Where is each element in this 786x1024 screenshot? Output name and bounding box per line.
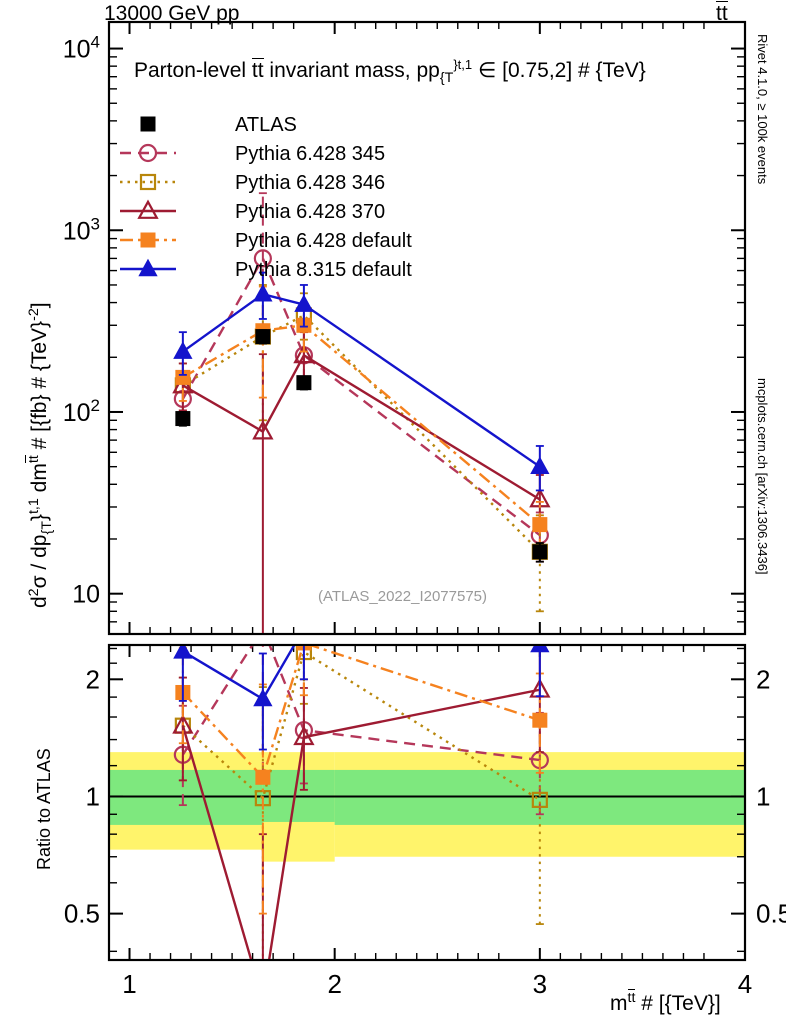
- main-marker-atlas: [532, 544, 548, 560]
- ratio-marker-py8def: [253, 688, 273, 707]
- ratio-y-tick-label: 2: [86, 664, 100, 694]
- main-marker-py8def: [253, 283, 273, 302]
- legend-marker-atlas: [140, 116, 156, 132]
- ratio-y-tick-label-right: 1: [756, 781, 770, 811]
- legend-label-py8def: Pythia 8.315 default: [235, 259, 412, 281]
- title-mid: invariant mass, p: [263, 59, 429, 82]
- x-tick-label: 3: [533, 969, 547, 999]
- ratio-marker-py6def: [255, 769, 271, 785]
- ratio-series-group: [172, 646, 551, 1007]
- main-panel-frame: [107, 20, 747, 636]
- ratio-uncertainty-bands: [109, 752, 745, 862]
- axes-frames: [107, 20, 747, 962]
- legend-marker-py8def: [138, 258, 158, 277]
- ratio-marker-py370: [254, 991, 272, 1007]
- title-sub: p: [428, 59, 440, 82]
- main-marker-py8def: [530, 456, 550, 474]
- legend-label-atlas: ATLAS: [235, 114, 297, 136]
- main-line-py346: [182, 313, 541, 553]
- ratio-y-tick-label: 1: [86, 781, 100, 811]
- legend-marker-py346: [139, 173, 157, 191]
- y-tick-label: 10: [72, 581, 100, 609]
- main-series-group: [172, 192, 551, 633]
- x-tick-label: 2: [327, 969, 341, 999]
- main-marker-atlas: [296, 375, 312, 391]
- legend-label-py370: Pythia 6.428 370: [235, 201, 385, 223]
- legend-label-py346: Pythia 6.428 346: [235, 172, 385, 194]
- ratio-marker-py370: [293, 725, 315, 746]
- ratio-marker-py8def: [173, 646, 193, 659]
- main-marker-py8def: [294, 294, 314, 312]
- legend-label-py6def: Pythia 6.428 default: [235, 230, 412, 252]
- main-marker-py370: [252, 420, 274, 440]
- ratio-y-tick-label-right: 0.5: [756, 899, 786, 929]
- x-tick-label: 4: [738, 969, 752, 999]
- main-marker-py8def: [173, 341, 193, 359]
- x-axis-label: mtt # [{TeV}]: [610, 989, 721, 1015]
- title-prefix: Parton-level: [134, 59, 252, 82]
- ratio-line-py345: [181, 646, 540, 762]
- ratio-panel-frame: [107, 643, 747, 962]
- y-tick-label: 102: [63, 396, 100, 427]
- ratio-line-py370: [181, 688, 541, 959]
- ratio-line-py8def: [182, 646, 540, 701]
- main-marker-py345: [253, 249, 272, 268]
- header-process-label: tt: [716, 0, 728, 25]
- y-tick-label: 103: [63, 214, 100, 245]
- ratio-line-py346: [182, 650, 541, 801]
- main-line-py345: [181, 255, 541, 537]
- legend-marker-py370: [137, 199, 159, 219]
- main-marker-atlas: [175, 411, 191, 427]
- main-line-py8def: [182, 292, 541, 468]
- y-tick-label: 104: [63, 33, 100, 64]
- main-marker-py370: [293, 343, 315, 364]
- data-series: [172, 192, 551, 1007]
- ratio-y-tick-label-right: 2: [756, 664, 770, 694]
- legend-marker-py345: [138, 143, 158, 163]
- ratio-y-tick-label: 0.5: [64, 899, 100, 929]
- legend: ATLAS Pythia 6.428 345 Pythia 6.428 346 Pyt…: [120, 114, 412, 281]
- main-line-py370: [182, 353, 541, 501]
- ratio-marker-py346: [531, 791, 548, 808]
- legend-label-py345: Pythia 6.428 345: [235, 143, 385, 165]
- main-marker-py6def: [532, 517, 548, 533]
- ratio-marker-py6def: [532, 712, 548, 728]
- plot-title: Parton-level tt invariant mass, pp{T}t,1…: [134, 57, 646, 87]
- main-line-py6def: [182, 324, 541, 526]
- ratio-line-py6def: [181, 646, 541, 780]
- ratio-marker-py8def: [530, 646, 550, 653]
- dataset-watermark: (ATLAS_2022_I2077575): [318, 588, 488, 605]
- main-marker-atlas: [255, 329, 271, 345]
- legend-marker-py6def: [140, 232, 156, 248]
- x-tick-label: 1: [122, 969, 136, 999]
- tick-labels: 1 2 3 4 10 102 103 104 0.5 0.5 1 1 2 2: [63, 33, 786, 999]
- header-beam-label: 13000 GeV pp: [104, 2, 240, 25]
